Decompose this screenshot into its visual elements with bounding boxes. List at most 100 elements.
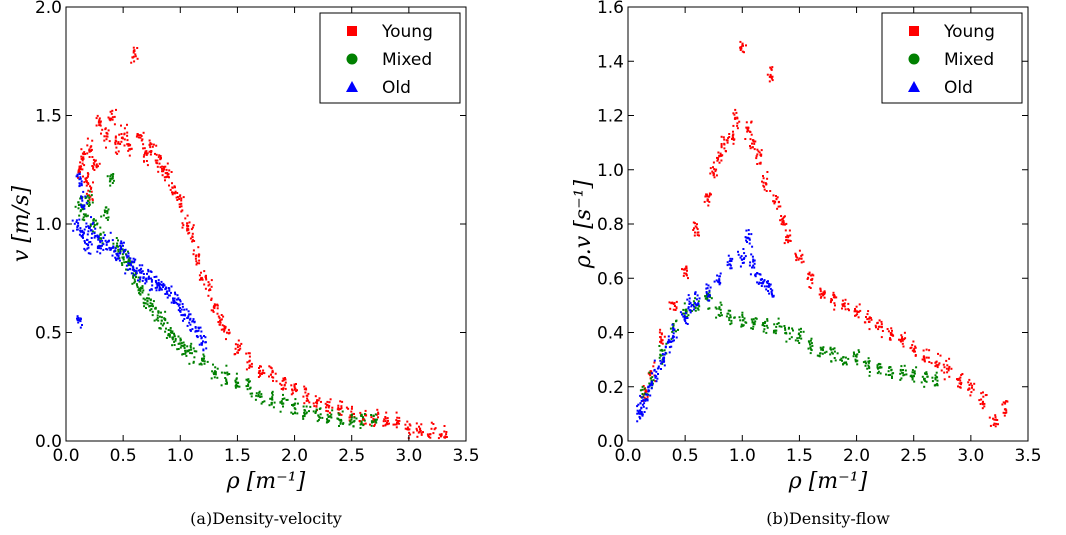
data-point bbox=[751, 255, 754, 258]
data-point bbox=[736, 122, 739, 125]
data-point bbox=[647, 386, 650, 389]
data-point bbox=[213, 305, 215, 308]
data-point bbox=[87, 205, 90, 207]
data-point bbox=[103, 234, 106, 237]
data-point bbox=[87, 252, 90, 255]
data-point bbox=[112, 173, 115, 175]
data-point bbox=[756, 281, 759, 284]
data-point bbox=[746, 241, 748, 243]
data-point bbox=[440, 434, 443, 437]
data-point bbox=[128, 257, 131, 260]
data-point bbox=[766, 319, 769, 322]
data-point bbox=[749, 145, 751, 147]
data-point bbox=[281, 379, 284, 382]
data-point bbox=[156, 159, 159, 162]
data-point bbox=[660, 341, 663, 344]
data-point bbox=[891, 375, 893, 378]
data-point bbox=[843, 305, 846, 308]
data-point bbox=[648, 389, 651, 392]
data-point bbox=[257, 393, 260, 396]
data-point bbox=[210, 377, 213, 380]
data-point bbox=[80, 209, 82, 212]
data-point bbox=[913, 350, 916, 353]
data-point bbox=[757, 150, 760, 153]
data-point bbox=[762, 177, 765, 180]
data-point bbox=[980, 398, 983, 401]
data-point bbox=[671, 330, 674, 333]
data-point bbox=[891, 377, 893, 379]
data-point bbox=[284, 381, 287, 384]
data-point bbox=[186, 345, 189, 348]
data-point bbox=[213, 371, 216, 374]
data-point bbox=[659, 359, 662, 362]
data-point bbox=[108, 239, 110, 242]
data-point bbox=[658, 345, 661, 347]
y-axis-label: ρ.v [s⁻¹] bbox=[571, 179, 596, 269]
data-point bbox=[234, 384, 237, 387]
data-point bbox=[212, 310, 215, 313]
data-point bbox=[77, 176, 79, 179]
data-point bbox=[422, 431, 424, 434]
data-point bbox=[671, 323, 674, 326]
data-point bbox=[696, 231, 699, 234]
data-point bbox=[180, 314, 183, 317]
data-point bbox=[305, 399, 308, 402]
data-point bbox=[132, 51, 135, 54]
data-point bbox=[187, 310, 190, 313]
data-point bbox=[855, 355, 857, 357]
data-point bbox=[732, 133, 735, 136]
x-tick-label: 2.5 bbox=[900, 446, 927, 466]
data-point bbox=[743, 317, 746, 320]
data-point bbox=[693, 305, 695, 308]
data-point bbox=[742, 319, 745, 322]
data-point bbox=[350, 410, 353, 413]
data-point bbox=[959, 386, 962, 389]
data-point bbox=[761, 282, 764, 285]
data-point bbox=[296, 412, 299, 415]
data-point bbox=[183, 308, 186, 311]
data-point bbox=[123, 144, 126, 147]
data-point bbox=[688, 303, 691, 305]
data-point bbox=[723, 147, 726, 150]
x-tick-label: 3.5 bbox=[452, 446, 479, 466]
data-point bbox=[93, 224, 96, 226]
data-point bbox=[81, 199, 84, 202]
data-point bbox=[667, 335, 670, 338]
data-point bbox=[114, 141, 117, 144]
data-point bbox=[192, 239, 194, 242]
data-point bbox=[779, 205, 782, 208]
data-point bbox=[139, 289, 142, 292]
data-point bbox=[309, 405, 312, 408]
series-young bbox=[640, 40, 1009, 428]
data-point bbox=[646, 393, 649, 396]
data-point bbox=[420, 433, 423, 436]
data-point bbox=[137, 136, 140, 139]
data-point bbox=[665, 342, 668, 345]
data-point bbox=[799, 334, 802, 337]
data-point bbox=[181, 222, 184, 225]
data-point bbox=[145, 152, 148, 155]
data-point bbox=[637, 403, 640, 406]
data-point bbox=[967, 388, 970, 391]
data-point bbox=[829, 301, 832, 304]
data-point bbox=[718, 161, 721, 164]
data-point bbox=[188, 321, 191, 324]
data-point bbox=[159, 155, 162, 157]
data-point bbox=[180, 205, 183, 208]
data-point bbox=[151, 303, 154, 306]
data-point bbox=[80, 196, 83, 199]
data-point bbox=[251, 392, 254, 395]
data-point bbox=[144, 298, 147, 301]
data-point bbox=[170, 291, 172, 294]
data-point bbox=[295, 383, 297, 385]
data-point bbox=[720, 159, 723, 162]
data-point bbox=[121, 136, 124, 139]
data-point bbox=[923, 378, 926, 381]
data-point bbox=[157, 279, 160, 282]
data-point bbox=[737, 253, 740, 256]
data-point bbox=[133, 278, 136, 281]
data-point bbox=[788, 332, 791, 335]
y-tick-label: 2.0 bbox=[35, 0, 62, 18]
data-point bbox=[173, 299, 176, 302]
